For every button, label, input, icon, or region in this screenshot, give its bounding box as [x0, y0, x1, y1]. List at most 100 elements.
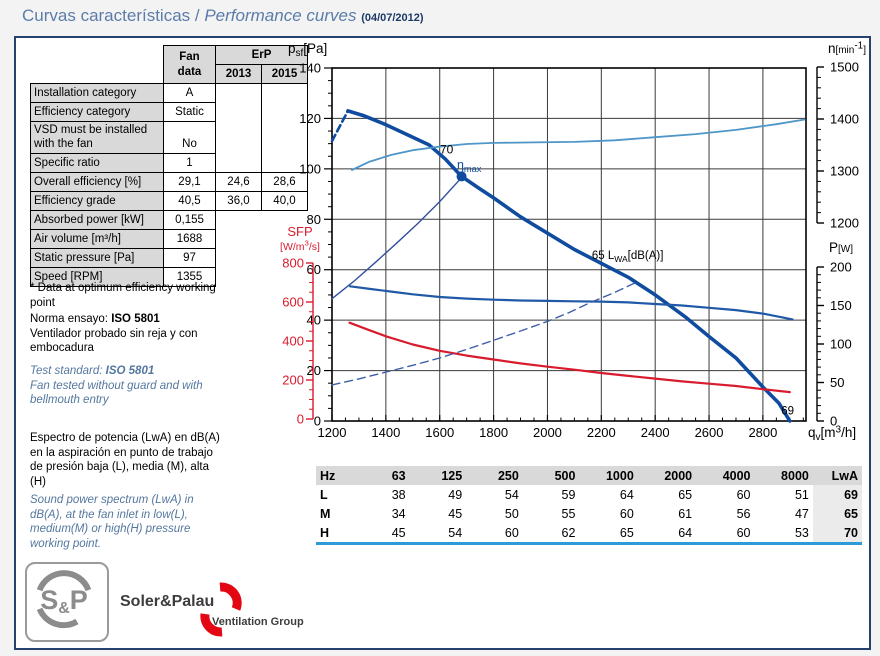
row-label: VSD must be installed with the fan: [30, 121, 164, 154]
spectrum-header-cell: 63: [354, 466, 410, 485]
x-tick-label: 1600: [425, 425, 454, 440]
performance-chart: 1200 1400 1600 1800 2000 2200 2400 2600 2800 qv[m…: [280, 41, 866, 444]
row-value: 1688: [163, 228, 216, 249]
spectrum-value: 45: [391, 525, 406, 540]
table-row: Speed [RPM] 1355: [30, 266, 308, 287]
swoosh-bottom-arc: [200, 613, 223, 637]
logo-top-arc: [36, 570, 92, 592]
pressure-tick-label: 120: [299, 111, 321, 126]
row-value: 40,5: [163, 190, 216, 211]
table-row: Air volume [m³/h] 1688: [30, 228, 308, 249]
spectrum-value: 50: [504, 506, 519, 521]
power-axis-title: P[W]: [829, 240, 853, 255]
curve-sfp: [348, 321, 791, 394]
x-axis-title: qv[m3/h]: [808, 425, 856, 444]
curve-static-pressure-unstable: [330, 109, 350, 143]
group-name: Ventilation Group: [212, 616, 304, 628]
sp-logo-box: S&P: [25, 562, 109, 642]
curve-static-pressure: [346, 109, 792, 423]
brand-name: Soler&Palau: [120, 593, 215, 610]
spectrum-value: 53: [794, 525, 809, 540]
row-value-2013: 36,0: [215, 190, 262, 211]
pressure-tick-label: 40: [307, 313, 321, 328]
brand-swoosh-icon: [200, 582, 242, 637]
x-tick-label: 2400: [641, 425, 670, 440]
pressure-tick-label: 60: [307, 262, 321, 277]
spectrum-header-cell: 2000: [637, 466, 697, 485]
row-value: 97: [163, 247, 216, 268]
power-tick-label: 0: [830, 414, 837, 429]
norma-standard: ISO 5801: [111, 313, 160, 325]
spectrum-header-cell: 500: [522, 466, 580, 485]
title-separator: /: [190, 6, 205, 25]
fan-data-table: Fan data ErP 2013 2015 Installation cate…: [30, 45, 308, 287]
annotation-lwa-medium-label: 65 LWA[dB(A)]: [592, 250, 664, 264]
spectrum-header-cell: 250: [466, 466, 523, 485]
speed-tick-label: 1500: [830, 60, 859, 75]
sfp-tick-label: 400: [282, 334, 304, 349]
row-value-2013: 24,6: [215, 171, 262, 192]
spectrum-row-H: H 45 54 60 62 65 64 60 53 70: [316, 523, 862, 542]
x-tick-label: 1800: [479, 425, 508, 440]
row-label: Specific ratio: [30, 152, 164, 173]
header-2015: 2015: [261, 64, 308, 84]
title-date: (04/07/2012): [361, 12, 424, 24]
spectrum-band-label: L: [320, 487, 328, 502]
spectrum-lwa-value: 70: [812, 523, 862, 542]
power-tick-label: 50: [830, 375, 844, 390]
spectrum-value: 64: [678, 525, 693, 540]
sfp-tick-label: 600: [282, 295, 304, 310]
spectrum-value: 55: [561, 506, 576, 521]
table-row: Efficiency category Static: [30, 102, 308, 122]
spectrum-header-cell: 4000: [696, 466, 755, 485]
x-tick-label: 1200: [318, 425, 347, 440]
x-tick-label: 2600: [695, 425, 724, 440]
spectrum-header-cell: 125: [409, 466, 467, 485]
erp-empty-2013: [215, 83, 262, 173]
spectrum-value: 60: [504, 525, 519, 540]
spectrum-header-cell: LwA: [812, 466, 862, 485]
x-tick-label: 2200: [587, 425, 616, 440]
row-label: Efficiency category: [30, 102, 164, 122]
power-tick-label: 100: [830, 337, 852, 352]
spectrum-row-L: L 38 49 54 59 64 65 60 51 69: [316, 485, 862, 504]
spectrum-band-label: M: [320, 506, 331, 521]
curve-lwa-dashed: [331, 281, 637, 386]
spectrum-value: 60: [736, 487, 751, 502]
spectrum-value: 38: [391, 487, 406, 502]
spectrum-value: 60: [619, 506, 634, 521]
spectrum-value: 62: [561, 525, 576, 540]
note-norma: Norma ensayo: ISO 5801 Ventilador probad…: [30, 312, 222, 356]
pressure-axis-title: psf[Pa]: [288, 41, 327, 59]
curve-absorbed-power: [348, 285, 794, 321]
sp-logo-icon: S&P: [36, 570, 92, 629]
page-title: Curvas características / Performance cur…: [22, 6, 424, 26]
curve-efficiency: [331, 176, 463, 300]
sfp-tick-label: 0: [297, 412, 304, 427]
speed-axis-title: n[min-1]: [828, 41, 866, 57]
spectrum-value: 65: [678, 487, 693, 502]
erp-empty-2015: [261, 83, 308, 173]
row-value-2015: 28,6: [261, 171, 308, 192]
table-row: Absorbed power [kW] 0,155: [30, 209, 308, 230]
row-value: No: [163, 121, 216, 154]
test-prefix: Test standard:: [30, 365, 106, 377]
speed-tick-label: 1400: [830, 112, 859, 127]
row-label: Static pressure [Pa]: [30, 247, 164, 268]
spectrum-lwa-value: 65: [812, 504, 862, 523]
spectrum-value: 65: [619, 525, 634, 540]
x-tick-label: 2800: [748, 425, 777, 440]
spectrum-row-M: M 34 45 50 55 60 61 56 47 65: [316, 504, 862, 523]
curve-speed-rpm: [351, 118, 806, 171]
spectrum-value: 51: [794, 487, 809, 502]
spectrum-value: 54: [448, 525, 463, 540]
spectrum-band-label: H: [320, 525, 330, 540]
sfp-tick-label: 200: [282, 373, 304, 388]
pressure-tick-label: 100: [299, 161, 321, 176]
row-value: 0,155: [163, 209, 216, 230]
spectrum-value: 60: [736, 525, 751, 540]
row-value-2015: 40,0: [261, 190, 308, 211]
title-english: Performance curves: [204, 6, 362, 25]
spectrum-value: 54: [504, 487, 519, 502]
sfp-axis-title: SFP: [287, 224, 312, 239]
